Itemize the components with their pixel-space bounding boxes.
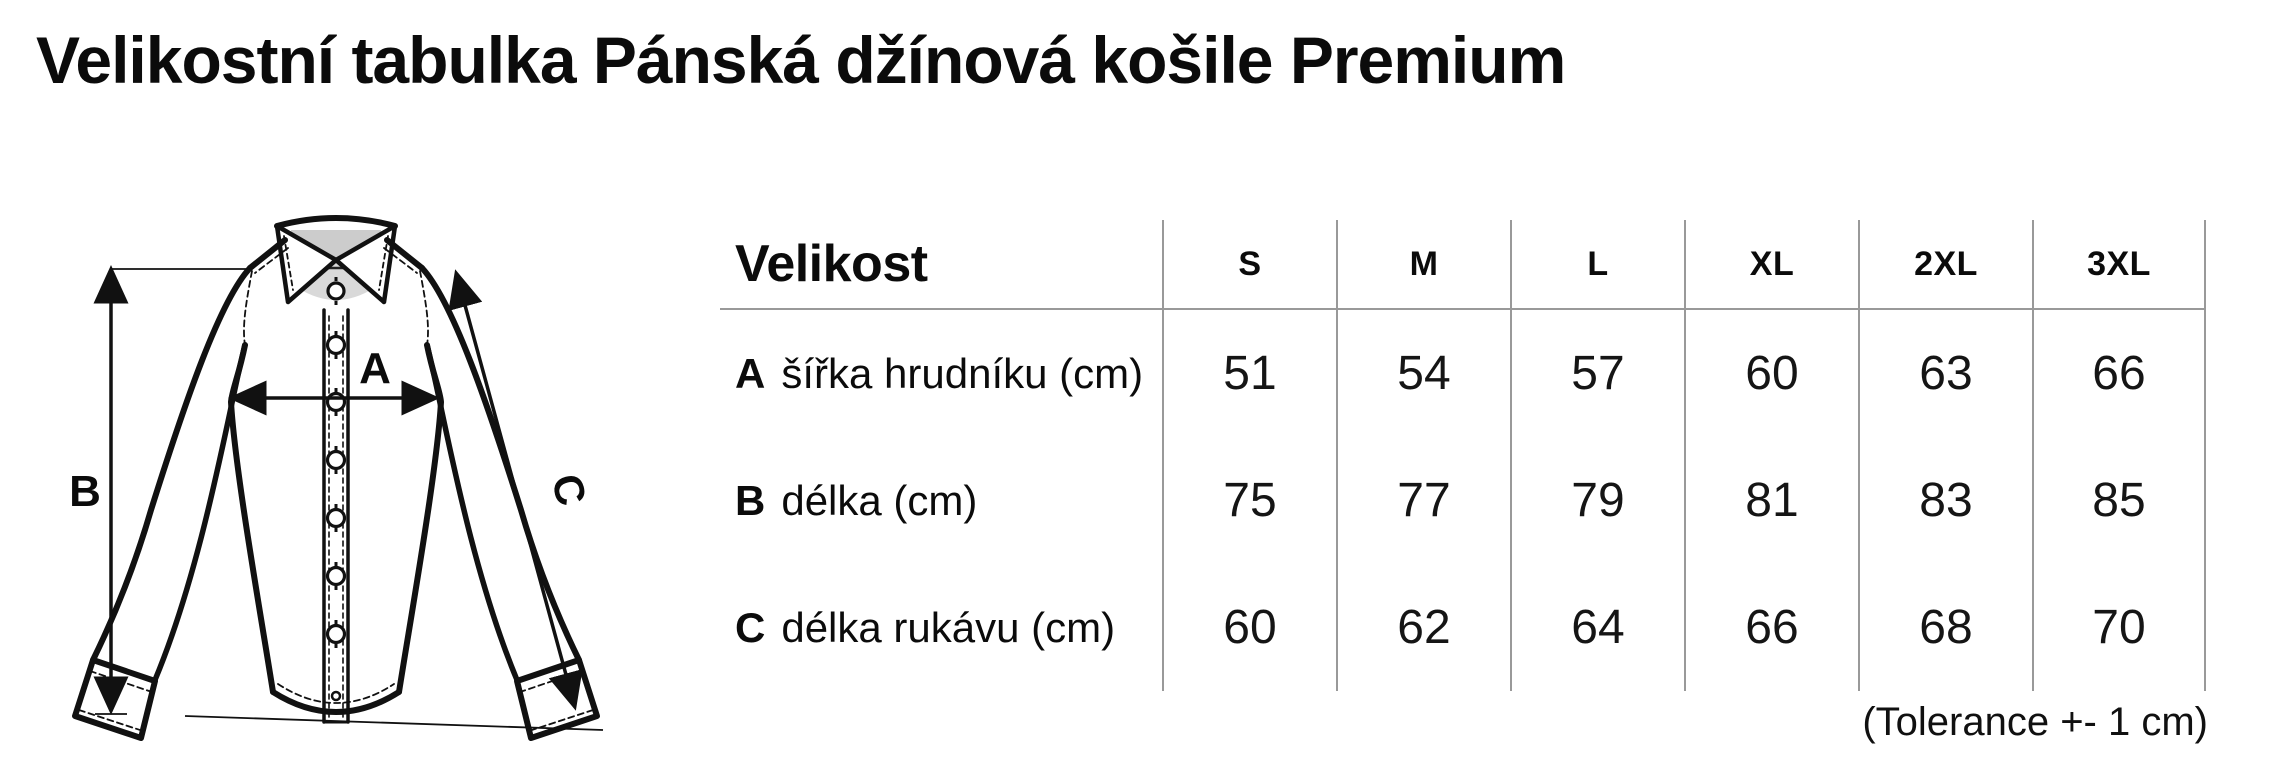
value-cell-a-xl: 60	[1684, 310, 1858, 437]
placket-button	[325, 388, 347, 416]
value-cell-c-3xl: 70	[2032, 564, 2206, 691]
value-cell-b-s: 75	[1162, 437, 1336, 564]
collar-button	[326, 277, 346, 305]
value-cell-a-s: 51	[1162, 310, 1336, 437]
shoulders	[247, 237, 425, 274]
placket-button	[325, 331, 347, 359]
table-header-size-m: M	[1336, 220, 1510, 310]
shirt-body	[227, 342, 445, 715]
value-cell-a-3xl: 66	[2032, 310, 2206, 437]
value-cell-b-3xl: 85	[2032, 437, 2206, 564]
table-header-size-2xl: 2XL	[1858, 220, 2032, 310]
placket-button	[325, 562, 347, 590]
value-cell-c-l: 64	[1510, 564, 1684, 691]
measure-arrow-a: A	[228, 344, 440, 416]
table-header-size-3xl: 3XL	[2032, 220, 2206, 310]
measure-label-b: B	[69, 467, 101, 516]
table-header-size-xl: XL	[1684, 220, 1858, 310]
row-text-c: délka rukávu (cm)	[781, 603, 1116, 651]
placket-button	[325, 504, 347, 532]
value-cell-c-s: 60	[1162, 564, 1336, 691]
left-sleeve	[72, 265, 253, 741]
measure-label-c: C	[543, 469, 596, 510]
value-cell-b-m: 77	[1336, 437, 1510, 564]
measure-arrow-b: B	[69, 265, 604, 731]
value-cell-b-2xl: 83	[1858, 437, 2032, 564]
value-cell-b-xl: 81	[1684, 437, 1858, 564]
row-key-a: A	[735, 349, 766, 397]
buttons	[325, 277, 347, 702]
table-header-size-s: S	[1162, 220, 1336, 310]
row-label-a: A šířka hrudníku (cm)	[720, 310, 1162, 437]
row-key-c: C	[735, 603, 766, 651]
value-cell-a-l: 57	[1510, 310, 1684, 437]
row-key-b: B	[735, 476, 766, 524]
table-header-size-l: L	[1510, 220, 1684, 310]
placket-button	[325, 446, 347, 474]
measure-label-a: A	[359, 344, 391, 393]
row-label-c: C délka rukávu (cm)	[720, 564, 1162, 691]
tolerance-note: (Tolerance +- 1 cm)	[1862, 700, 2208, 744]
row-text-b: délka (cm)	[781, 476, 978, 524]
placket-button-small	[330, 690, 342, 702]
size-table: Velikost S M L XL 2XL 3XL A šířka hrudní…	[720, 220, 2206, 691]
row-label-b: B délka (cm)	[720, 437, 1162, 564]
placket-button	[325, 620, 347, 648]
value-cell-c-2xl: 68	[1858, 564, 2032, 691]
shirt-sketch-svg: A B C	[69, 215, 604, 741]
collar	[274, 215, 398, 305]
measure-arrow-c: C	[448, 269, 596, 711]
value-cell-c-xl: 66	[1684, 564, 1858, 691]
table-header-velikost: Velikost	[720, 220, 1162, 310]
shirt-diagram: A B C	[45, 140, 610, 770]
value-cell-a-2xl: 63	[1858, 310, 2032, 437]
value-cell-c-m: 62	[1336, 564, 1510, 691]
row-text-a: šířka hrudníku (cm)	[781, 349, 1144, 397]
value-cell-b-l: 79	[1510, 437, 1684, 564]
page-title: Velikostní tabulka Pánská džínová košile…	[36, 23, 1566, 97]
value-cell-a-m: 54	[1336, 310, 1510, 437]
